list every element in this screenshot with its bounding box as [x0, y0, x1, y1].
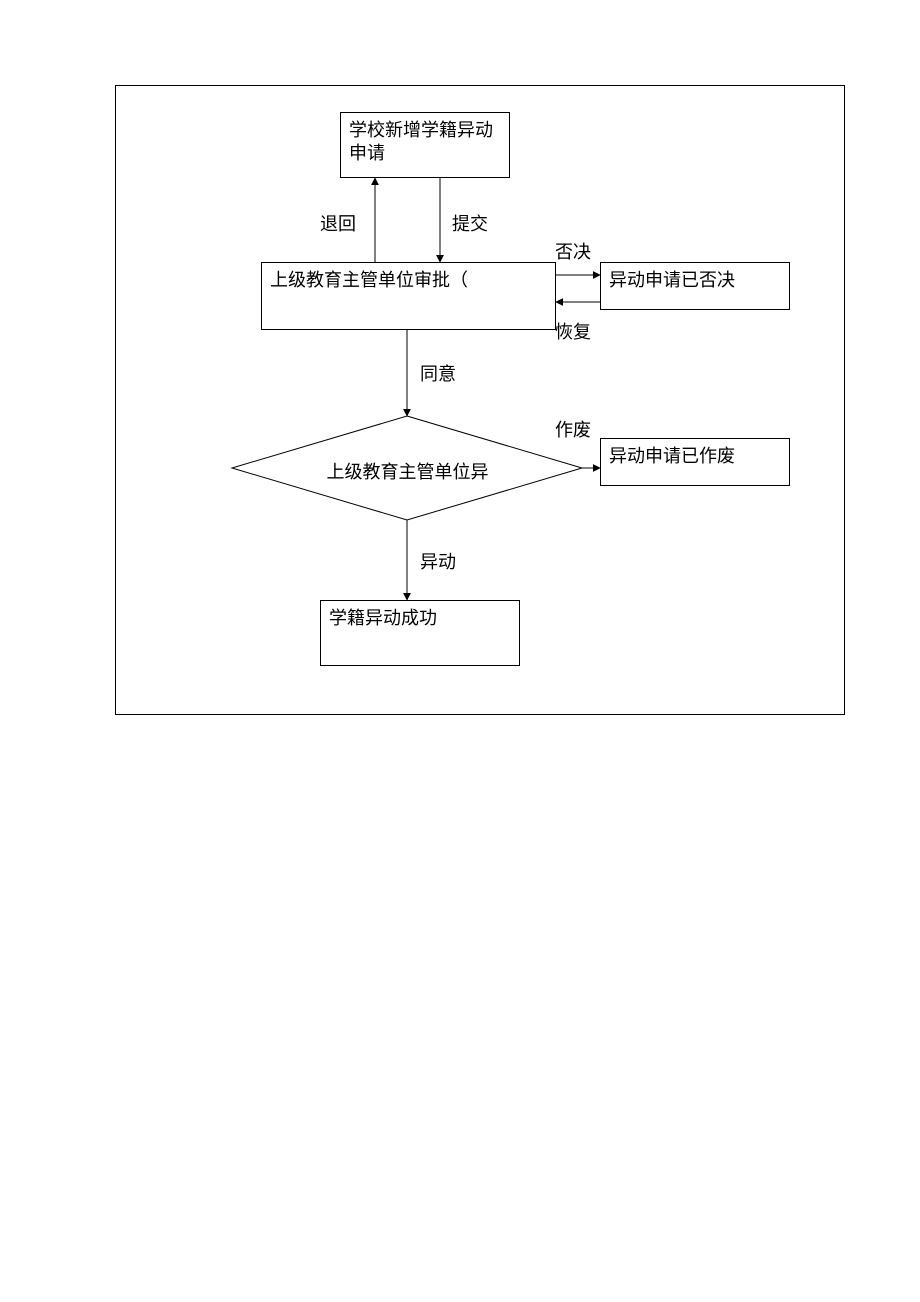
node-voided: 异动申请已作废 [600, 438, 790, 486]
label-restore: 恢复 [555, 318, 591, 344]
label-change: 异动 [420, 548, 456, 574]
flowchart-canvas: 学校新增学籍异动申请 上级教育主管单位审批（ 异动申请已否决 异动申请已作废 学… [0, 0, 920, 1302]
node-new-application: 学校新增学籍异动申请 [340, 112, 510, 178]
node-rejected: 异动申请已否决 [600, 262, 790, 310]
label-return: 退回 [320, 210, 356, 236]
node-superior-approval: 上级教育主管单位审批（ [261, 262, 556, 330]
label-reject: 否决 [555, 238, 591, 264]
label-agree: 同意 [420, 360, 456, 386]
node-success: 学籍异动成功 [320, 600, 520, 666]
label-submit: 提交 [452, 210, 488, 236]
node-decision-label: 上级教育主管单位异 [320, 458, 495, 484]
label-void: 作废 [555, 416, 591, 442]
